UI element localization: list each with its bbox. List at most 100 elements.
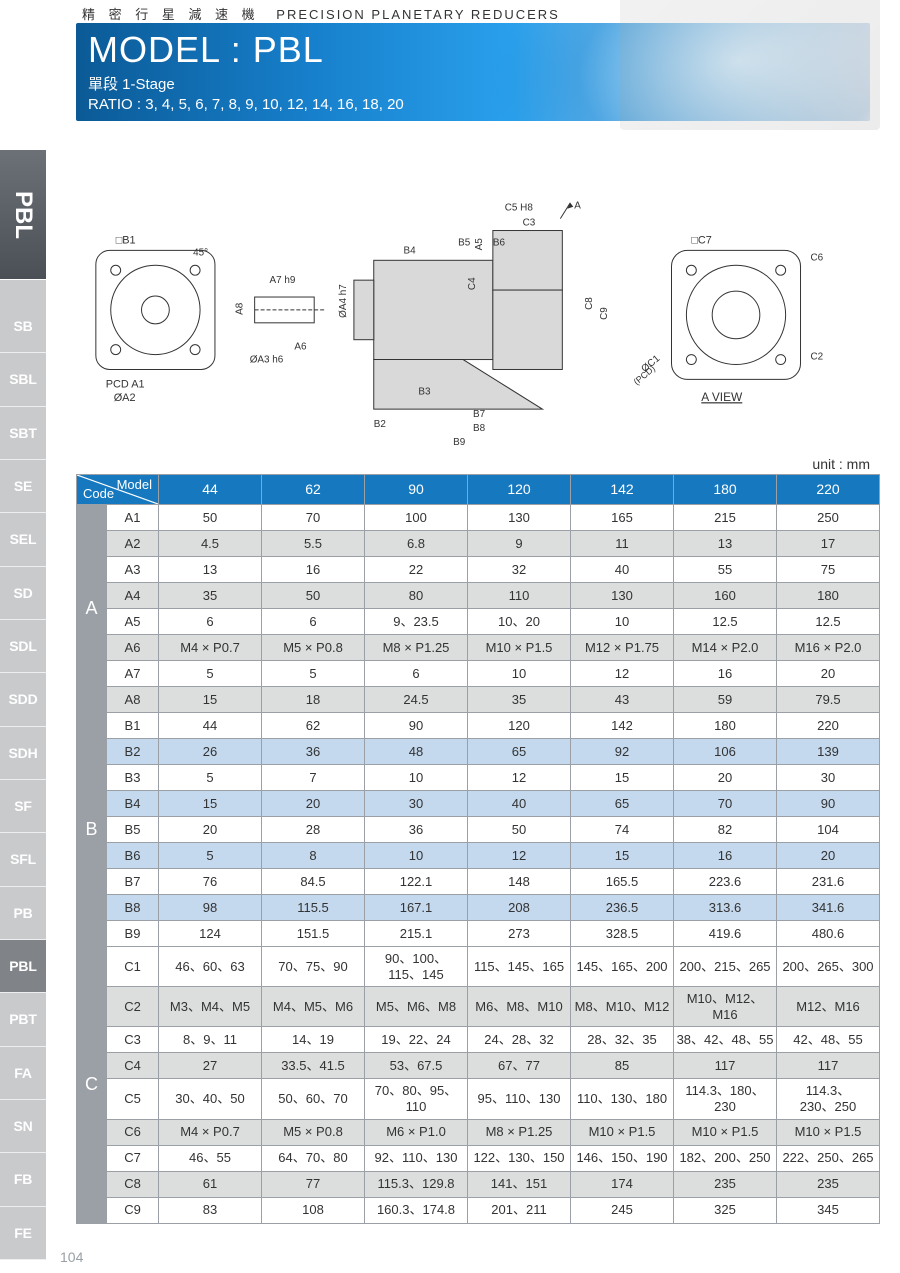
sidebar-item-sdd[interactable]: SDD [0, 673, 46, 726]
value-cell: 10 [571, 609, 674, 635]
value-cell: 160 [674, 583, 777, 609]
sidebar-item-sf[interactable]: SF [0, 780, 46, 833]
sidebar-item-pbt[interactable]: PBT [0, 993, 46, 1046]
product-photo [620, 0, 880, 130]
svg-text:A VIEW: A VIEW [701, 390, 743, 404]
value-cell: 215 [674, 505, 777, 531]
code-cell: C3 [107, 1027, 159, 1053]
sidebar-item-sb[interactable]: SB [0, 300, 46, 353]
table-row: C42733.5、41.553、67.567、7785117117 [77, 1053, 880, 1079]
value-cell: 38、42、48、55 [674, 1027, 777, 1053]
value-cell: 90 [365, 713, 468, 739]
code-cell: C6 [107, 1119, 159, 1145]
sidebar-item-pb[interactable]: PB [0, 887, 46, 940]
value-cell: 145、165、200 [571, 947, 674, 987]
value-cell: 79.5 [777, 687, 880, 713]
value-cell: 48 [365, 739, 468, 765]
value-cell: 115.3、129.8 [365, 1171, 468, 1197]
value-cell: 108 [262, 1197, 365, 1223]
value-cell: 92 [571, 739, 674, 765]
code-cell: B1 [107, 713, 159, 739]
value-cell: 42、48、55 [777, 1027, 880, 1053]
value-cell: 165 [571, 505, 674, 531]
value-cell: 165.5 [571, 869, 674, 895]
sidebar-item-sbt[interactable]: SBT [0, 407, 46, 460]
value-cell: 35 [468, 687, 571, 713]
value-cell: 98 [159, 895, 262, 921]
value-cell: 12 [468, 765, 571, 791]
value-cell: M14 × P2.0 [674, 635, 777, 661]
value-cell: M10 × P1.5 [468, 635, 571, 661]
value-cell: 117 [674, 1053, 777, 1079]
sidebar-item-fa[interactable]: FA [0, 1047, 46, 1100]
code-cell: C7 [107, 1145, 159, 1171]
value-cell: 65 [571, 791, 674, 817]
value-cell: 480.6 [777, 921, 880, 947]
value-cell: 151.5 [262, 921, 365, 947]
table-row: C6M4 × P0.7M5 × P0.8M6 × P1.0M8 × P1.25M… [77, 1119, 880, 1145]
page-number: 104 [60, 1249, 83, 1265]
header-code-label: Code [83, 486, 114, 502]
svg-text:ØA4 h7: ØA4 h7 [338, 284, 349, 318]
value-cell: 110、130、180 [571, 1079, 674, 1119]
value-cell: 114.3、180、230 [674, 1079, 777, 1119]
code-cell: A5 [107, 609, 159, 635]
table-row: A24.55.56.89111317 [77, 531, 880, 557]
sidebar-item-sd[interactable]: SD [0, 567, 46, 620]
code-cell: A7 [107, 661, 159, 687]
value-cell: 328.5 [571, 921, 674, 947]
sidebar-primary-tab[interactable]: PBL [0, 150, 46, 280]
value-cell: 62 [262, 713, 365, 739]
value-cell: 130 [468, 505, 571, 531]
sidebar-item-sn[interactable]: SN [0, 1100, 46, 1153]
value-cell: M6 × P1.0 [365, 1119, 468, 1145]
value-cell: M4 × P0.7 [159, 1119, 262, 1145]
value-cell: 13 [674, 531, 777, 557]
sidebar-item-sfl[interactable]: SFL [0, 833, 46, 886]
sidebar-item-fb[interactable]: FB [0, 1153, 46, 1206]
value-cell: 70、80、95、110 [365, 1079, 468, 1119]
value-cell: 100 [365, 505, 468, 531]
value-cell: 15 [159, 687, 262, 713]
value-cell: 95、110、130 [468, 1079, 571, 1119]
sidebar-item-pbl[interactable]: PBL [0, 940, 46, 993]
svg-text:A5: A5 [474, 238, 485, 251]
code-cell: B6 [107, 843, 159, 869]
svg-text:C3: C3 [523, 218, 536, 229]
svg-text:C5 H8: C5 H8 [505, 203, 534, 214]
value-cell: 12 [571, 661, 674, 687]
model-col-header: 62 [262, 475, 365, 505]
value-cell: 122.1 [365, 869, 468, 895]
table-row: C983108160.3、174.8201、211245325345 [77, 1197, 880, 1223]
sidebar-item-se[interactable]: SE [0, 460, 46, 513]
sidebar-item-sbl[interactable]: SBL [0, 353, 46, 406]
group-cell-C: C [77, 947, 107, 1224]
value-cell: 11 [571, 531, 674, 557]
sidebar-item-sel[interactable]: SEL [0, 513, 46, 566]
value-cell: 115、145、165 [468, 947, 571, 987]
value-cell: 235 [674, 1171, 777, 1197]
sidebar-item-fe[interactable]: FE [0, 1207, 46, 1260]
value-cell: 67、77 [468, 1053, 571, 1079]
table-row: C38、9、1114、1919、22、2424、28、3228、32、3538、… [77, 1027, 880, 1053]
value-cell: 40 [468, 791, 571, 817]
value-cell: 70 [674, 791, 777, 817]
code-cell: C9 [107, 1197, 159, 1223]
table-row: B9124151.5215.1273328.5419.6480.6 [77, 921, 880, 947]
model-col-header: 44 [159, 475, 262, 505]
technical-drawing-area: □B1 45° PCD A1 ØA2 A7 h9 A8 A6 ØA3 h6 [46, 140, 900, 460]
sidebar-item-sdl[interactable]: SDL [0, 620, 46, 673]
code-cell: C8 [107, 1171, 159, 1197]
value-cell: 74 [571, 817, 674, 843]
value-cell: 200、215、265 [674, 947, 777, 987]
value-cell: 12 [468, 843, 571, 869]
value-cell: 53、67.5 [365, 1053, 468, 1079]
sidebar-item-sdh[interactable]: SDH [0, 727, 46, 780]
value-cell: 70、75、90 [262, 947, 365, 987]
value-cell: 43 [571, 687, 674, 713]
svg-text:B3: B3 [418, 386, 431, 397]
svg-text:B7: B7 [473, 409, 486, 420]
sidebar-nav: PBL SBSBLSBTSESELSDSDLSDDSDHSFSFLPBPBLPB… [0, 0, 46, 1260]
value-cell: 231.6 [777, 869, 880, 895]
value-cell: 65 [468, 739, 571, 765]
